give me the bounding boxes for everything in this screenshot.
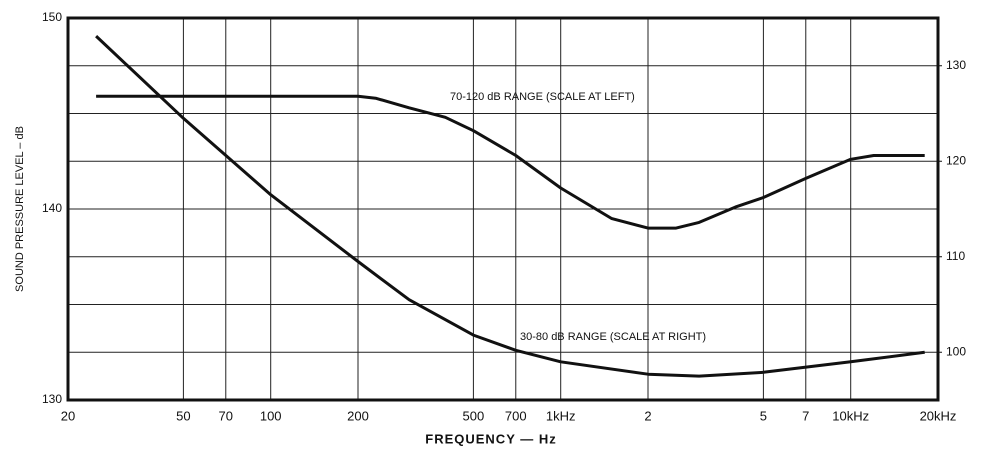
x-tick-label: 1kHz: [546, 408, 576, 423]
series-label: 30-80 dB RANGE (SCALE AT RIGHT): [520, 331, 706, 343]
x-tick-label: 700: [505, 408, 527, 423]
x-tick-label: 20kHz: [920, 408, 957, 423]
plot-frame: [66, 16, 940, 402]
y2-tick-label: 120: [946, 153, 966, 167]
x-tick-label: 500: [463, 408, 485, 423]
series-line: [95, 35, 925, 378]
y2-tick-label: 100: [946, 344, 966, 358]
x-tick-label: 50: [176, 408, 190, 423]
y-tick-label: 150: [42, 10, 62, 24]
y-axis-label: SOUND PRESSURE LEVEL – dB: [14, 126, 26, 292]
y2-tick-label: 110: [946, 249, 965, 263]
x-tick-label: 20: [61, 408, 75, 423]
x-tick-label: 10kHz: [832, 408, 869, 423]
x-tick-label: 2: [644, 408, 651, 423]
x-axis-label: FREQUENCY — Hz: [425, 431, 557, 446]
y-tick-label: 130: [42, 392, 62, 406]
x-tick-label: 70: [219, 408, 233, 423]
x-tick-label: 200: [347, 408, 369, 423]
x-tick-label: 100: [260, 408, 282, 423]
series-line: [96, 94, 925, 230]
series-label: 70-120 dB RANGE (SCALE AT LEFT): [450, 91, 635, 103]
y2-tick-label: 130: [946, 58, 966, 72]
x-tick-label: 5: [760, 408, 767, 423]
x-tick-label: 7: [802, 408, 809, 423]
y-tick-label: 140: [42, 201, 62, 215]
